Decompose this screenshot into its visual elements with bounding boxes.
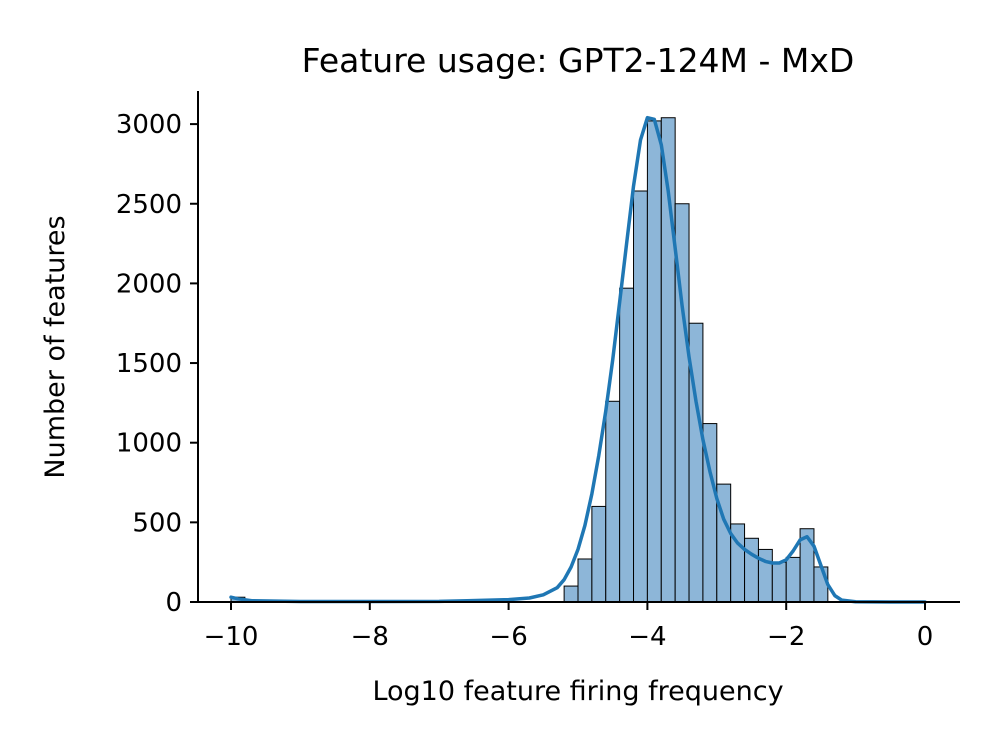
histogram-bar — [785, 556, 801, 603]
x-tick-label: −6 — [489, 622, 527, 652]
x-tick-label: 0 — [917, 622, 934, 652]
histogram-bar — [605, 400, 621, 603]
histogram-bar — [633, 190, 648, 603]
x-tick-label: −4 — [628, 622, 666, 652]
x-axis-label: Log10 feature firing frequency — [372, 676, 783, 707]
x-axis-ticks: −10 −8 −6 −4 −2 0 — [204, 602, 934, 652]
y-tick-label: 500 — [132, 508, 182, 538]
y-axis-ticks: 0 500 1000 1500 2000 2500 3000 — [116, 110, 198, 618]
histogram-bar — [744, 537, 759, 603]
x-tick-label: −10 — [204, 622, 259, 652]
histogram-bar — [619, 287, 635, 603]
histogram-bar — [563, 585, 579, 603]
chart-title: Feature usage: GPT2-124M - MxD — [302, 41, 855, 80]
histogram-bar — [577, 558, 593, 603]
histogram-bar — [646, 120, 662, 603]
x-tick-label: −8 — [351, 622, 389, 652]
histogram-bar — [591, 505, 607, 603]
y-tick-label: 3000 — [116, 110, 182, 140]
y-axis-label: Number of features — [40, 215, 71, 478]
histogram-bar — [771, 561, 787, 603]
y-tick-label: 1000 — [116, 429, 182, 459]
histogram-bar — [813, 566, 829, 603]
y-tick-label: 2000 — [116, 269, 182, 299]
y-tick-label: 0 — [165, 588, 182, 618]
x-tick-label: −2 — [767, 622, 805, 652]
y-tick-label: 1500 — [116, 349, 182, 379]
histogram-bars — [230, 117, 829, 603]
y-tick-label: 2500 — [116, 190, 182, 220]
kde-curve — [229, 115, 927, 604]
axes — [197, 91, 960, 603]
